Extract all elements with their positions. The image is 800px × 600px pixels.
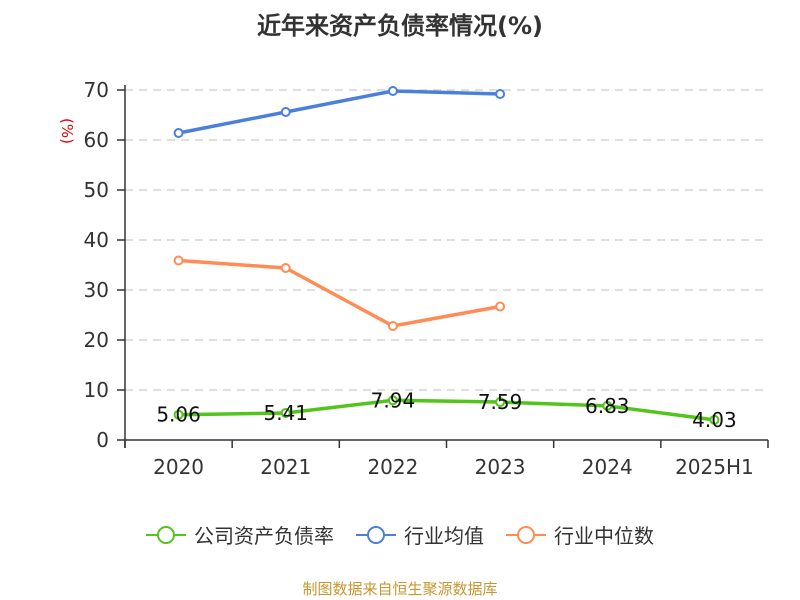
y-tick-label: 20	[84, 328, 109, 352]
legend-item-industry-median[interactable]: 行业中位数	[506, 520, 654, 549]
legend-label: 行业中位数	[554, 524, 654, 548]
x-tick-label: 2022	[367, 455, 418, 479]
y-tick-label: 30	[84, 278, 109, 302]
chart-title: 近年来资产负债率情况(%)	[257, 12, 543, 40]
gridlines	[125, 89, 768, 391]
y-tick-label: 60	[84, 128, 109, 152]
legend: 公司资产负债率 行业均值 行业中位数	[0, 520, 800, 549]
x-tick-label: 2020	[153, 455, 204, 479]
data-point[interactable]	[495, 397, 506, 408]
legend-item-company[interactable]: 公司资产负债率	[146, 520, 334, 549]
x-axis-ticks: 2020 2021 2022 2023 2024 2025H1	[124, 440, 769, 479]
data-point[interactable]	[709, 414, 720, 425]
data-label: 5.41	[263, 401, 308, 425]
legend-line-circle-icon	[506, 525, 546, 544]
line-chart: 0 10 20 30 40 50 60 70 2020 2021 2022 2023 2024 2025…	[84, 78, 769, 479]
data-point[interactable]	[173, 409, 184, 420]
x-tick-label: 2023	[475, 455, 526, 479]
data-point[interactable]	[173, 255, 184, 266]
y-axis-ticks: 0 10 20 30 40 50 60 70	[84, 78, 125, 452]
x-tick-label: 2025H1	[675, 455, 754, 479]
data-label: 7.94	[371, 388, 416, 412]
data-point[interactable]	[387, 395, 398, 406]
legend-item-industry-average[interactable]: 行业均值	[356, 520, 484, 549]
x-tick-label: 2024	[582, 455, 633, 479]
legend-label: 行业均值	[404, 524, 484, 548]
series-lines	[173, 86, 720, 425]
y-tick-label: 10	[84, 378, 109, 402]
legend-line-circle-icon	[146, 525, 186, 544]
data-label: 7.59	[478, 390, 523, 414]
data-point[interactable]	[387, 321, 398, 331]
data-label: 4.03	[692, 408, 737, 432]
series-line	[178, 258, 501, 328]
legend-label: 公司资产负债率	[194, 524, 334, 548]
data-point[interactable]	[495, 89, 506, 99]
x-tick-label: 2021	[260, 455, 311, 479]
data-point[interactable]	[602, 400, 613, 411]
data-point[interactable]	[495, 301, 506, 312]
series-line	[178, 89, 501, 135]
y-tick-label: 0	[96, 428, 109, 452]
data-labels: 5.06 5.41 7.94 7.59 6.83 4.03	[156, 388, 736, 432]
data-label: 5.06	[156, 403, 201, 427]
series-line	[178, 398, 715, 422]
data-point[interactable]	[173, 128, 184, 138]
data-point[interactable]	[280, 263, 291, 273]
data-point[interactable]	[387, 86, 398, 96]
y-tick-label: 40	[84, 228, 109, 252]
data-source-note: 制图数据来自恒生聚源数据库	[302, 580, 498, 598]
y-tick-label: 50	[84, 178, 109, 202]
data-label: 6.83	[585, 394, 630, 418]
data-point[interactable]	[280, 107, 291, 117]
data-point[interactable]	[280, 407, 291, 418]
legend-line-circle-icon	[356, 525, 396, 544]
y-tick-label: 70	[84, 78, 109, 102]
